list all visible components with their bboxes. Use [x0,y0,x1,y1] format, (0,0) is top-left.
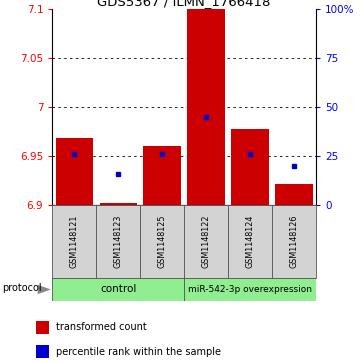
Bar [56,138,93,205]
Text: GSM1148122: GSM1148122 [201,215,210,268]
Text: GSM1148125: GSM1148125 [158,215,167,268]
Bar [52,278,184,301]
Bar [272,205,316,278]
Text: protocol: protocol [3,283,42,293]
Bar [100,203,137,205]
Text: GSM1148124: GSM1148124 [245,215,255,268]
Bar [96,205,140,278]
Bar [36,345,49,358]
Bar [143,146,181,205]
Bar [52,205,96,278]
Title: GDS5367 / ILMN_1766418: GDS5367 / ILMN_1766418 [97,0,271,8]
Text: GSM1148126: GSM1148126 [290,215,299,268]
Bar [275,184,313,205]
Bar [140,205,184,278]
Text: percentile rank within the sample: percentile rank within the sample [56,347,221,356]
Bar [184,278,316,301]
Polygon shape [38,285,51,294]
Text: GSM1148123: GSM1148123 [114,215,123,268]
Bar [187,9,225,205]
Text: GSM1148121: GSM1148121 [70,215,79,268]
Bar [231,129,269,205]
Text: transformed count: transformed count [56,322,147,332]
Text: miR-542-3p overexpression: miR-542-3p overexpression [188,285,312,294]
Bar [184,205,228,278]
Bar [228,205,272,278]
Text: control: control [100,285,136,294]
Bar [36,321,49,334]
